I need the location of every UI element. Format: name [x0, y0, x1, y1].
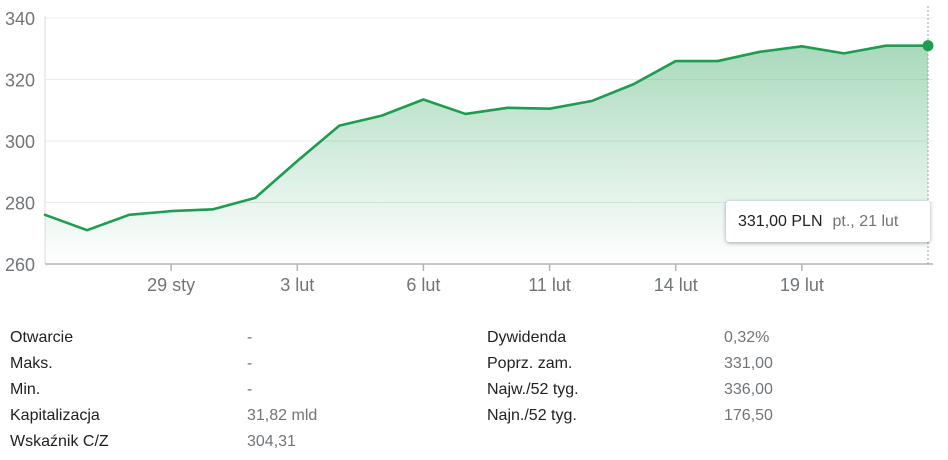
x-tick-label: 11 lut — [528, 275, 571, 295]
stat-label-prev-close: Poprz. zam. — [487, 355, 573, 372]
x-tick-label: 6 lut — [406, 275, 440, 295]
x-tick-label: 29 sty — [147, 275, 195, 295]
hover-tooltip: 331,00 PLN pt., 21 lut — [726, 201, 930, 242]
stat-value-dividend: 0,32% — [724, 329, 770, 346]
y-tick-label: 260 — [5, 255, 35, 275]
x-tick-label: 14 lut — [654, 275, 698, 295]
stat-label-high: Maks. — [10, 355, 53, 372]
tooltip-price: 331,00 PLN — [738, 212, 823, 230]
stat-label-dividend: Dywidenda — [487, 329, 567, 346]
stat-value-prev-close: 331,00 — [724, 355, 773, 372]
stat-value-market-cap: 31,82 mld — [247, 407, 318, 424]
x-tick-label: 19 lut — [780, 275, 824, 295]
stat-value-52w-low: 176,50 — [724, 407, 773, 424]
stat-label-52w-low: Najn./52 tyg. — [487, 407, 577, 424]
stat-label-open: Otwarcie — [10, 329, 74, 346]
y-tick-label: 280 — [5, 194, 35, 214]
stat-label-low: Min. — [10, 381, 41, 398]
x-tick-label: 3 lut — [280, 275, 314, 295]
stat-value-low: - — [247, 381, 253, 398]
stat-value-open: - — [247, 329, 253, 346]
y-tick-label: 320 — [5, 71, 35, 91]
series-area — [45, 45, 928, 264]
price-chart[interactable]: 260 280 300 320 340 29 sty 3 lut 6 lut 11 lut 14 … — [0, 0, 948, 300]
tooltip-date: pt., 21 lut — [832, 212, 899, 230]
y-tick-label: 340 — [5, 9, 35, 29]
y-tick-label: 300 — [5, 132, 35, 152]
stat-label-52w-high: Najw./52 tyg. — [487, 381, 579, 398]
stat-value-pe-ratio: 304,31 — [247, 433, 296, 450]
stat-label-pe-ratio: Wskaźnik C/Z — [10, 433, 109, 450]
stat-label-market-cap: Kapitalizacja — [10, 407, 100, 424]
hover-point — [922, 40, 934, 52]
stat-value-52w-high: 336,00 — [724, 381, 773, 398]
series-line — [43, 44, 930, 232]
stat-value-high: - — [247, 355, 253, 372]
